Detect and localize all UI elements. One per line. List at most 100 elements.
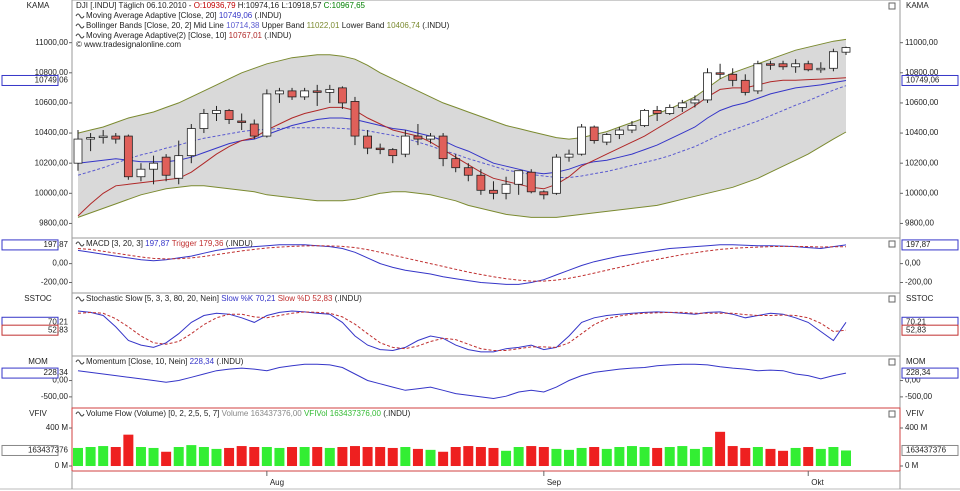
volume-bar <box>123 434 134 467</box>
volume-bar <box>463 446 474 467</box>
legend-text: Lower Band <box>342 21 385 30</box>
candle-body <box>174 155 184 179</box>
y-tick-label: 9800,00 <box>39 219 68 228</box>
legend-text: H:10974,16 <box>238 1 280 10</box>
legend-icon <box>75 13 85 19</box>
volume-bar <box>148 447 159 467</box>
legend-text: (.INDU) <box>216 357 243 366</box>
candle-body <box>640 110 649 126</box>
volume-bar <box>841 450 851 467</box>
value-box <box>901 444 959 456</box>
candle-body <box>589 126 599 141</box>
legend-text: L:10918,57 <box>281 1 322 10</box>
legend-text: 179,36 <box>199 239 224 248</box>
candle-body <box>363 135 372 149</box>
y-tick-label: 10600,00 <box>35 98 69 107</box>
legend-line: Moving Average Adaptive [Close, 20] 1074… <box>86 11 282 20</box>
legend-text: 52,83 <box>312 294 333 303</box>
legend-text: Slow %D <box>278 294 311 303</box>
series-line <box>77 38 847 140</box>
volume-bar <box>564 449 575 467</box>
volume-bar <box>261 447 272 467</box>
legend-text: 228,34 <box>190 357 215 366</box>
volume-bar <box>488 447 499 467</box>
volume-bar <box>110 447 121 467</box>
panel-icon <box>888 295 896 303</box>
volume-bar <box>790 447 801 467</box>
candle-body <box>161 156 171 176</box>
candle-body <box>476 174 486 191</box>
candle-body <box>275 90 284 95</box>
panel-plot <box>77 244 847 285</box>
candle-body <box>841 47 851 53</box>
volume-bar <box>198 447 209 467</box>
candle-body <box>287 90 297 98</box>
y-tick-label: 10800,00 <box>905 68 939 77</box>
band-fill <box>78 39 846 218</box>
panel-label: SSTOC <box>906 294 934 303</box>
candle-body <box>73 138 83 164</box>
volume-bar <box>161 451 172 467</box>
legend-icon <box>75 33 85 39</box>
legend-text: (.INDU) <box>226 239 253 248</box>
panel-label: SSTOC <box>24 294 52 303</box>
value-label: 52,83 <box>906 325 927 334</box>
y-tick-label: 400 M <box>46 423 69 432</box>
candle-body <box>614 129 624 135</box>
volume-bar <box>551 448 562 467</box>
legend-text: Moving Average Adaptive [Close, 20] <box>86 11 217 20</box>
candle-body <box>665 107 675 114</box>
volume-bar <box>73 447 83 467</box>
candle-body <box>526 171 536 193</box>
candle-body <box>224 110 234 120</box>
candle-body <box>539 191 549 196</box>
candle-body <box>337 87 347 104</box>
legend-text: (.INDU) <box>335 294 362 303</box>
candle-body <box>766 63 775 66</box>
legend-text: 11022,01 <box>307 21 340 30</box>
candle-body <box>325 88 335 93</box>
value-box <box>1 367 59 379</box>
legend-text: Upper Band <box>262 21 305 30</box>
legend-line: © www.tradesignalonline.com <box>76 40 181 49</box>
legend-text: 163437376,00 <box>330 409 382 418</box>
value-box <box>901 74 959 86</box>
value-label: 228,34 <box>906 368 931 377</box>
panel-plot <box>77 310 847 353</box>
candle-body <box>237 120 247 123</box>
volume-bar <box>626 446 637 467</box>
legend-text: Volume Flow (Volume) [0, 2, 2,5, 5, 7] <box>86 409 219 418</box>
y-tick-label: 9800,00 <box>905 219 934 228</box>
volume-bar <box>400 447 411 467</box>
y-tick-label: 0,00 <box>52 259 68 268</box>
candle-body <box>136 168 146 178</box>
candle-body <box>791 63 801 68</box>
y-tick-label: 10400,00 <box>35 128 69 137</box>
value-label: 52,83 <box>48 325 69 334</box>
y-tick-label: 0 M <box>905 461 919 470</box>
candle-body <box>740 79 750 93</box>
candle-body <box>514 170 524 185</box>
series-line <box>77 311 847 351</box>
volume-bar <box>274 447 285 467</box>
y-tick-label: -500,00 <box>41 392 69 401</box>
value-label: 197,87 <box>44 240 69 249</box>
candle-body <box>728 73 738 81</box>
value-box <box>1 324 59 336</box>
volume-bar <box>589 447 600 467</box>
volume-bar <box>387 447 398 467</box>
value-label: 10749,06 <box>35 76 69 85</box>
volume-bar <box>362 447 373 467</box>
legend-text: 10406,74 <box>387 21 421 30</box>
volume-bar <box>614 447 625 467</box>
volume-bar <box>639 447 650 467</box>
candle-body <box>262 93 272 137</box>
volume-bar <box>803 447 814 467</box>
legend-text: (.INDU) <box>422 21 449 30</box>
candle-body <box>149 162 158 170</box>
volume-bar <box>186 445 197 467</box>
y-tick-label: 10400,00 <box>905 128 939 137</box>
volume-bar <box>576 447 587 467</box>
candle-body <box>816 67 826 71</box>
